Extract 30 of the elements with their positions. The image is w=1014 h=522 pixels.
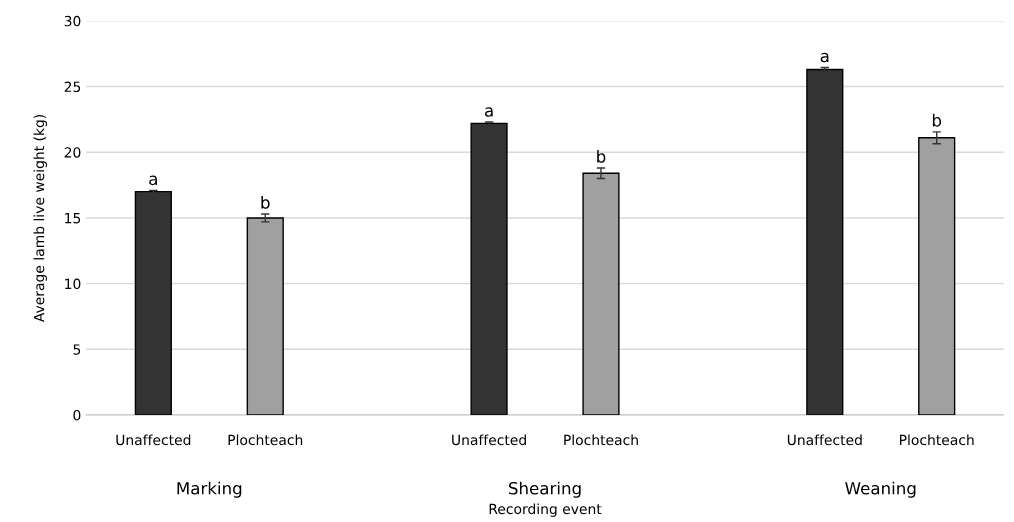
x-axis-title: Recording event (489, 503, 602, 517)
data-label: b (932, 113, 942, 127)
x-tick-label: Plochteach (900, 434, 974, 446)
data-label: b (261, 195, 270, 209)
bar (134, 190, 172, 415)
bar (918, 137, 956, 415)
y-tick-label: 10 (65, 278, 81, 290)
data-label: a (820, 52, 829, 63)
y-tick-label: 5 (73, 344, 81, 355)
x-tick-label: Plochteach (228, 434, 303, 446)
x-tick-label: Unaffected (116, 434, 191, 446)
y-tick-label: 15 (65, 213, 81, 224)
y-tick-label: 0 (73, 409, 81, 421)
y-axis-title: Average lamb live weight (kg) (33, 114, 47, 323)
y-tick-label: 30 (64, 15, 81, 27)
bar (470, 122, 508, 415)
data-label: b (597, 149, 606, 163)
x-tick-label: Unaffected (452, 434, 526, 446)
bar (806, 68, 844, 415)
y-tick-label: 20 (64, 147, 81, 158)
bar (246, 217, 284, 415)
data-label: a (484, 107, 493, 117)
text: Marking (177, 481, 242, 498)
text: Weaning (845, 481, 916, 498)
y-tick-label: 25 (64, 81, 81, 93)
x-tick-label: Unaffected (787, 434, 862, 446)
text: Shearing (509, 481, 581, 498)
data-label: a (149, 175, 157, 186)
x-tick-label: Plochteach (564, 434, 638, 446)
bar (582, 172, 620, 415)
